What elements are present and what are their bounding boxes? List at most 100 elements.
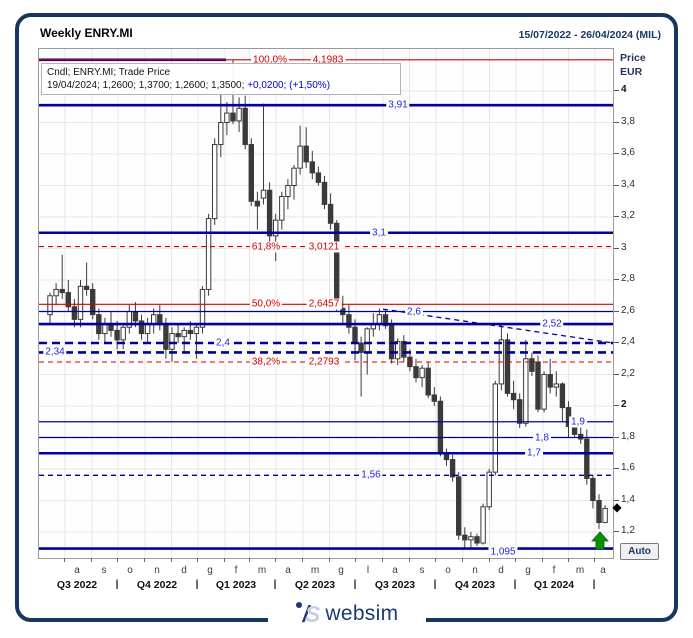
candle-down: [65, 292, 72, 308]
candle-up: [102, 323, 108, 335]
time-axis-tick: [355, 558, 356, 562]
price-axis-tick: [614, 90, 619, 91]
candle-up: [151, 314, 157, 325]
quarter-label: Q1 2023: [215, 579, 257, 591]
candle-up: [236, 107, 242, 122]
legend-change-values: +0,0200; (+1,50%): [247, 80, 331, 91]
month-label: m: [310, 565, 320, 576]
candle-down: [248, 144, 255, 202]
price-axis-tick: [614, 468, 619, 469]
price-level-label: 38,2%: [249, 356, 283, 368]
candle-down: [413, 366, 419, 379]
candle-down: [382, 314, 389, 327]
quarter-separator: |: [353, 579, 357, 590]
candle-up: [553, 383, 559, 388]
price-level-label: 2,34: [43, 346, 67, 358]
candle-up: [285, 185, 291, 198]
price-level-label: 3,1: [370, 227, 388, 239]
month-label: m: [257, 565, 267, 576]
candle-down: [157, 314, 163, 325]
price-level-label: 2,52: [540, 318, 564, 330]
candle-up: [169, 333, 175, 350]
candle-down: [315, 172, 322, 183]
candle-up: [523, 358, 529, 424]
chart-plot-area[interactable]: Cndl; ENRY.MI; Trade Price 19/04/2024; 1…: [38, 48, 614, 559]
price-axis[interactable]: Price EUR 4 3,8 3,6 3,4 3,2 3 2,8 2,6 2,4 2,2 2 1,8…: [612, 48, 692, 573]
candle-up: [47, 295, 53, 316]
candle-down: [462, 534, 468, 541]
quarter-separator: |: [273, 579, 277, 590]
candle-up: [486, 471, 492, 508]
time-axis-tick: [302, 558, 303, 562]
month-label: n: [472, 565, 478, 576]
candle-down: [590, 477, 596, 502]
candle-down: [334, 222, 340, 309]
price-axis-tick: [614, 121, 619, 123]
candle-up: [419, 367, 425, 379]
month-label: a: [74, 565, 80, 576]
candle-down: [510, 392, 517, 401]
quarter-separator: |: [513, 579, 517, 590]
candle-down: [449, 459, 456, 478]
price-axis-tick-label: 2,2: [621, 367, 635, 379]
legend-ohlc-values: 19/04/2024; 1,2600; 1,3700; 1,2600; 1,35…: [47, 80, 245, 91]
candle-up: [376, 314, 383, 325]
candle-down: [596, 500, 602, 524]
candle-down: [132, 311, 139, 322]
time-axis-tick: [197, 558, 198, 562]
price-level-label: 2,6457: [306, 298, 342, 310]
month-label: o: [127, 565, 133, 576]
price-axis-tick: [614, 279, 619, 280]
price-level-label: 1,9: [569, 416, 587, 428]
candle-up: [291, 167, 297, 187]
price-axis-tick-label: 2,6: [621, 304, 635, 316]
time-axis-tick: [63, 558, 65, 562]
price-axis-tick: [614, 436, 619, 438]
quarter-label: Q3 2023: [374, 579, 416, 591]
price-level-label: 100,0%: [251, 54, 289, 66]
quarter-separator: |: [195, 579, 199, 590]
price-axis-tick: [614, 247, 619, 249]
time-axis-tick: [515, 558, 516, 562]
price-level-label: 2,2793: [306, 356, 342, 368]
price-axis-tick-label: 2,4: [621, 336, 635, 347]
candle-down: [254, 200, 261, 207]
candle-up: [492, 383, 499, 473]
quarter-label: Q2 2023: [294, 579, 336, 591]
auto-scale-button[interactable]: Auto: [620, 543, 659, 560]
candle-down: [352, 326, 358, 344]
candle-down: [187, 329, 194, 335]
month-label: l: [366, 565, 370, 576]
candle-up: [218, 122, 224, 146]
month-label: f: [234, 565, 238, 576]
candle-down: [90, 288, 96, 316]
candle-down: [547, 374, 553, 388]
candle-down: [327, 203, 334, 224]
quarter-label: Q4 2022: [136, 579, 178, 591]
candle-down: [309, 161, 316, 174]
date-range: 15/07/2022 - 26/04/2024 (MIL): [518, 29, 661, 41]
time-axis[interactable]: a s o n d g f m a m g l a s o n d g f m a Q3 2022 Q4 2022 Q1 20…: [38, 557, 618, 599]
candle-down: [71, 306, 78, 320]
candle-up: [193, 326, 200, 335]
candle-up: [468, 536, 474, 541]
websim-logo: / S websim: [268, 597, 426, 631]
quarter-separator: |: [115, 579, 119, 590]
month-label: a: [392, 565, 398, 576]
logo-s-icon: S: [305, 600, 321, 627]
candle-down: [431, 394, 438, 402]
legend-box: Cndl; ENRY.MI; Trade Price 19/04/2024; 1…: [41, 63, 401, 95]
price-axis-tick: [614, 342, 619, 343]
quarter-label: Q4 2023: [454, 579, 496, 591]
price-level-label: 2,4: [214, 337, 232, 349]
candle-up: [297, 145, 303, 169]
candle-up: [480, 506, 486, 544]
candle-down: [346, 314, 352, 328]
candle-up: [53, 288, 59, 297]
price-axis-tick-label: 3,4: [621, 178, 635, 190]
time-axis-tick: [594, 558, 595, 562]
price-level-label: 4,1983: [310, 54, 346, 66]
price-axis-tick: [614, 153, 619, 154]
month-label: a: [600, 565, 606, 576]
